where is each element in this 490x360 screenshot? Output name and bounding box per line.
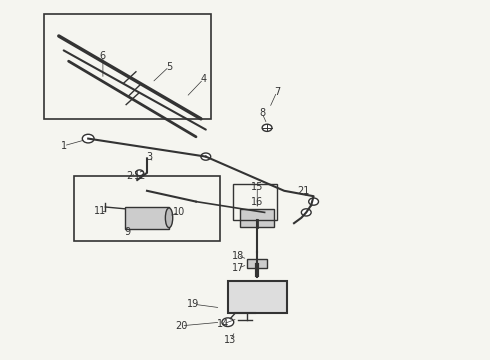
Text: 9: 9 (124, 227, 130, 237)
Text: 17: 17 (231, 263, 244, 273)
Circle shape (262, 124, 272, 131)
Text: 8: 8 (259, 108, 265, 118)
Text: 7: 7 (274, 87, 280, 97)
Text: 18: 18 (232, 251, 244, 261)
Text: 11: 11 (94, 206, 106, 216)
Text: 5: 5 (166, 62, 172, 72)
Bar (44, 14, 211, 119)
Text: 12: 12 (133, 171, 146, 181)
Text: 19: 19 (188, 299, 200, 309)
Circle shape (136, 170, 144, 176)
Circle shape (82, 134, 94, 143)
Circle shape (201, 153, 211, 160)
Bar (125, 207, 169, 229)
Text: 2: 2 (127, 171, 133, 181)
Bar (228, 281, 287, 313)
Text: 21: 21 (297, 186, 310, 196)
Text: 16: 16 (251, 197, 264, 207)
Bar (233, 184, 277, 220)
Circle shape (301, 209, 311, 216)
Text: 6: 6 (100, 51, 106, 61)
Bar (247, 259, 267, 268)
Text: 15: 15 (251, 182, 264, 192)
Text: 13: 13 (224, 335, 236, 345)
Text: 1: 1 (61, 141, 67, 151)
Text: 4: 4 (200, 74, 206, 84)
Bar (240, 209, 274, 227)
Circle shape (309, 198, 318, 205)
Circle shape (222, 318, 234, 327)
Ellipse shape (165, 208, 172, 228)
Text: 10: 10 (172, 207, 185, 217)
Text: 14: 14 (217, 319, 229, 329)
Text: 3: 3 (147, 152, 152, 162)
Text: 20: 20 (175, 321, 188, 331)
Bar (74, 176, 221, 241)
